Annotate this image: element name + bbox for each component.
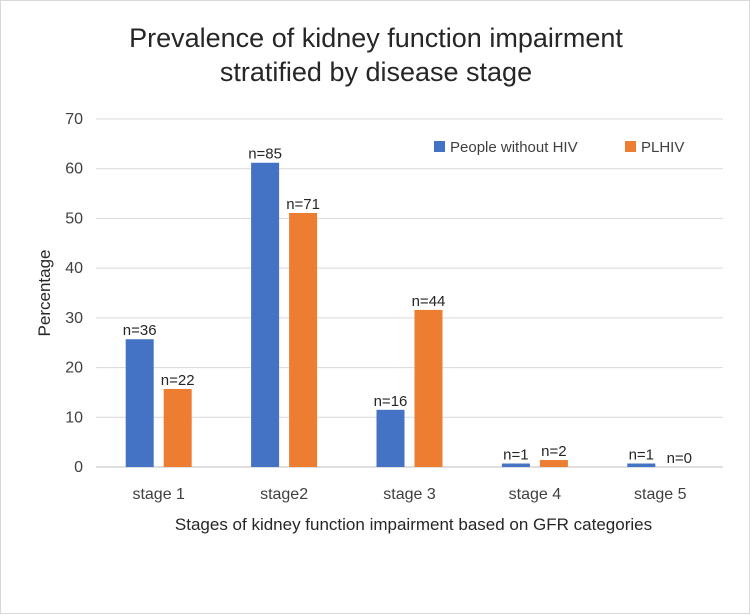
x-tick-label: stage2	[260, 486, 308, 503]
data-label: n=0	[667, 450, 692, 467]
data-label: n=36	[123, 322, 157, 339]
y-tick-label: 40	[65, 260, 83, 277]
gridlines	[96, 118, 723, 468]
x-tick-label: stage 4	[509, 486, 562, 503]
bars	[125, 162, 656, 467]
legend-label: PLHIV	[641, 139, 684, 156]
chart-title: Prevalence of kidney function impairment…	[1, 21, 750, 89]
y-tick-label: 10	[65, 409, 83, 426]
data-label: n=85	[248, 146, 282, 163]
data-label: n=44	[412, 293, 446, 310]
legend-swatch	[434, 141, 445, 152]
data-label: n=22	[161, 372, 195, 389]
bar	[251, 162, 280, 467]
y-tick-label: 30	[65, 310, 83, 327]
legend: People without HIV PLHIV	[434, 139, 684, 156]
y-axis-title: Percentage	[35, 250, 54, 337]
x-axis-ticks: stage 1 stage2 stage 3 stage 4 stage 5	[132, 486, 686, 503]
y-axis-ticks: 0 10 20 30 40 50 60 70	[65, 111, 83, 476]
y-tick-label: 0	[74, 459, 83, 476]
y-tick-label: 20	[65, 360, 83, 377]
x-axis-title: Stages of kidney function impairment bas…	[175, 515, 652, 534]
legend-swatch	[625, 141, 636, 152]
y-tick-label: 70	[65, 111, 83, 128]
bar	[539, 460, 568, 467]
y-tick-label: 50	[65, 210, 83, 227]
bar	[125, 339, 154, 467]
bar	[414, 309, 443, 467]
y-tick-label: 60	[65, 161, 83, 178]
data-label: n=16	[374, 393, 408, 410]
x-tick-label: stage 5	[634, 486, 687, 503]
x-tick-label: stage 3	[383, 486, 436, 503]
legend-label: People without HIV	[450, 139, 578, 156]
bar	[501, 463, 530, 467]
data-label: n=71	[286, 196, 320, 213]
chart-title-line-1: Prevalence of kidney function impairment	[129, 23, 623, 53]
bar	[289, 212, 318, 467]
chart-title-line-2: stratified by disease stage	[219, 57, 533, 87]
bar	[627, 463, 656, 467]
x-tick-label: stage 1	[132, 486, 185, 503]
data-label: n=1	[629, 447, 654, 464]
bar	[163, 388, 192, 467]
data-label: n=2	[541, 443, 566, 460]
bar	[376, 409, 405, 467]
data-labels: n=36 n=22 n=85 n=71 n=16 n=44 n=1 n=2 n=1 n=0	[123, 146, 692, 467]
data-label: n=1	[503, 447, 528, 464]
